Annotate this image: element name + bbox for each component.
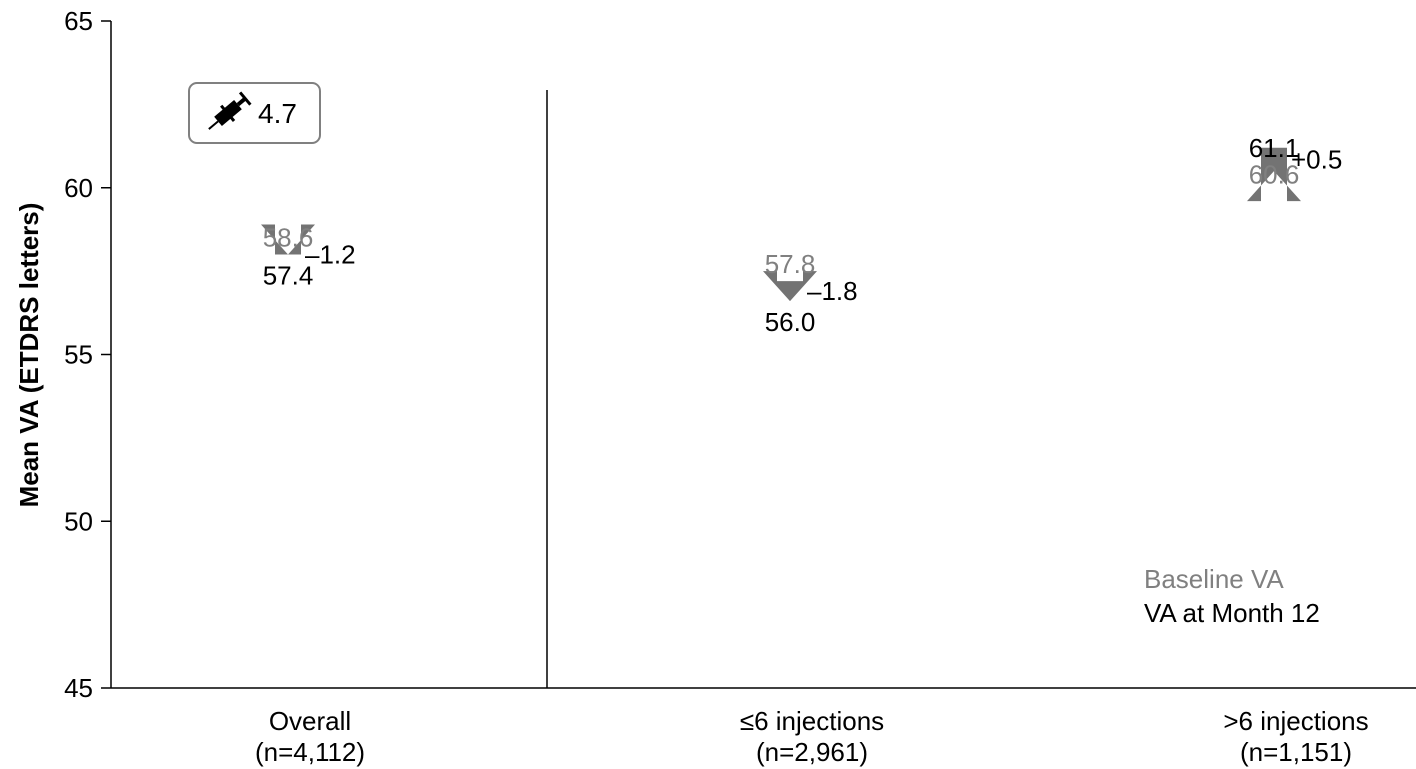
syringe-flange xyxy=(220,104,236,122)
baseline-value-label: 60.6 xyxy=(1249,160,1300,190)
month12-value-label: 61.1 xyxy=(1249,133,1300,163)
month12-value-label: 56.0 xyxy=(765,307,816,337)
arrow-up-mark xyxy=(1247,147,1301,202)
syringe-icon xyxy=(208,91,252,130)
category-n-label: (n=2,961) xyxy=(756,737,868,767)
change-value-label: –1.2 xyxy=(305,239,356,269)
y-ticks: 45 50 55 60 65 xyxy=(64,6,111,703)
change-value-label: +0.5 xyxy=(1291,144,1342,174)
y-tick-label: 45 xyxy=(64,673,93,703)
injection-badge: 4.7 xyxy=(188,82,321,144)
baseline-value-label: 58.6 xyxy=(263,222,314,252)
change-value-label: –1.8 xyxy=(807,276,858,306)
syringe-needle xyxy=(208,120,219,130)
y-tick-label: 60 xyxy=(64,173,93,203)
arrow-down-mark xyxy=(763,271,817,302)
category-n-label: (n=4,112) xyxy=(255,737,365,767)
arrow-marks: 58.6 57.4–1.2 57.8 56.0–1.8 60.661.1+0.5 xyxy=(261,90,1342,688)
legend-item-label: VA at Month 12 xyxy=(1144,598,1320,628)
injection-badge-box xyxy=(188,82,321,144)
syringe-plunger-cap xyxy=(238,91,252,106)
category-n-label: (n=1,151) xyxy=(1240,737,1352,767)
injection-count-label: 4.7 xyxy=(258,98,297,129)
category-label: ≤6 injections xyxy=(740,706,884,736)
category-labels: Overall(n=4,112) ≤6 injections(n=2,961) >6… xyxy=(255,706,1369,767)
y-tick-label: 55 xyxy=(64,340,93,370)
y-axis-label: Mean VA (ETDRS letters) xyxy=(14,203,44,508)
arrow-down-mark xyxy=(261,224,315,255)
category-label: >6 injections xyxy=(1223,706,1368,736)
legend: Baseline VA VA at Month 12 xyxy=(1144,564,1320,628)
category-label: Overall xyxy=(269,706,351,736)
y-tick-label: 65 xyxy=(64,6,93,36)
legend-item-label: Baseline VA xyxy=(1144,564,1284,594)
y-tick-label: 50 xyxy=(64,506,93,536)
baseline-value-label: 57.8 xyxy=(765,249,816,279)
month12-value-label: 57.4 xyxy=(263,260,314,290)
